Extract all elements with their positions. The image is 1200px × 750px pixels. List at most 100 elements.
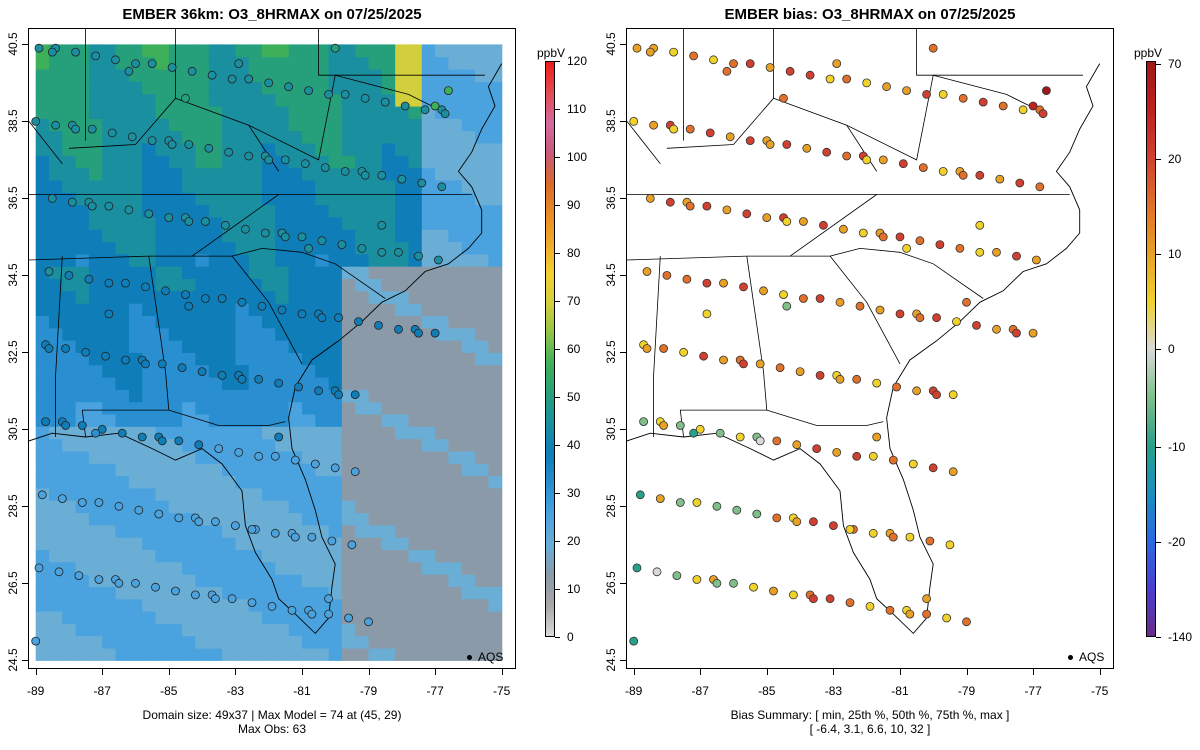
y-tick-mark	[22, 198, 28, 200]
station-point	[420, 105, 430, 115]
grid-cell	[49, 216, 63, 230]
y-tick-mark	[620, 275, 626, 277]
grid-cell	[488, 574, 503, 587]
grid-cell	[475, 389, 489, 403]
station-point	[41, 417, 51, 427]
x-tick-label: -83	[226, 684, 245, 698]
grid-cell	[35, 512, 50, 526]
bias-point	[729, 578, 738, 588]
grid-cell	[235, 130, 250, 144]
grid-cell	[302, 549, 316, 563]
colorbar-tick-label: 50	[567, 390, 581, 404]
colorbar-tick-label: -20	[1168, 534, 1186, 549]
grid-cell	[435, 450, 449, 464]
grid-cell	[208, 635, 223, 649]
grid-cell	[75, 623, 90, 637]
grid-cell	[435, 118, 449, 132]
grid-cell	[102, 69, 117, 82]
colorbar-tick	[1156, 637, 1161, 638]
grid-cell	[195, 303, 210, 316]
grid-cell	[355, 327, 370, 341]
grid-cell	[275, 549, 290, 563]
grid-cell	[368, 253, 383, 267]
grid-cell	[248, 623, 263, 637]
grid-cell	[288, 635, 303, 649]
grid-cell	[75, 179, 90, 193]
grid-cell	[355, 500, 370, 514]
grid-cell	[302, 56, 316, 70]
left-colorbar-unit: ppbV	[537, 46, 566, 60]
grid-cell	[475, 106, 489, 119]
grid-cell	[448, 253, 463, 267]
grid-cell	[355, 598, 370, 612]
grid-cell	[248, 130, 263, 144]
legend-marker-icon	[1068, 654, 1073, 660]
grid-cell	[128, 303, 143, 316]
station-point	[300, 159, 310, 169]
grid-cell	[88, 81, 103, 95]
x-tick-mark	[35, 669, 37, 675]
grid-cell	[288, 118, 303, 132]
grid-cell	[128, 266, 143, 279]
grid-cell	[435, 377, 449, 390]
grid-cell	[88, 401, 103, 415]
grid-cell	[448, 549, 463, 563]
bias-point	[905, 609, 915, 619]
grid-cell	[262, 623, 276, 637]
grid-cell	[155, 56, 170, 70]
grid-cell	[288, 586, 303, 600]
grid-cell	[182, 450, 196, 464]
grid-cell	[341, 561, 356, 575]
grid-cell	[208, 598, 223, 612]
grid-cell	[288, 623, 303, 637]
grid-cell	[222, 623, 236, 637]
grid-cell	[488, 253, 503, 267]
grid-cell	[275, 635, 290, 649]
bias-point	[735, 432, 745, 442]
grid-cell	[302, 574, 316, 587]
grid-cell	[142, 93, 157, 107]
grid-cell	[288, 512, 303, 526]
grid-cell	[448, 204, 463, 218]
grid-cell	[195, 500, 210, 514]
grid-cell	[102, 475, 117, 489]
bias-point	[722, 66, 732, 76]
grid-cell	[488, 93, 503, 107]
grid-cell	[195, 450, 210, 464]
y-tick-mark	[22, 352, 28, 354]
grid-cell	[288, 315, 303, 329]
bias-point	[705, 128, 715, 138]
grid-cell	[355, 56, 370, 70]
bias-point	[712, 501, 722, 511]
grid-cell	[195, 130, 210, 144]
grid-cell	[275, 204, 290, 218]
x-tick-label: -85	[160, 684, 178, 698]
grid-cell	[315, 426, 330, 440]
station-point	[317, 236, 327, 246]
grid-cell	[142, 401, 157, 415]
grid-cell	[475, 426, 489, 440]
grid-cell	[461, 463, 476, 477]
grid-cell	[341, 623, 356, 637]
grid-cell	[115, 598, 130, 612]
grid-cell	[102, 327, 117, 341]
grid-cell	[328, 426, 343, 440]
grid-cell	[395, 438, 410, 452]
x-tick-label: -87	[93, 684, 111, 698]
station-point	[131, 59, 140, 68]
grid-cell	[381, 315, 396, 329]
grid-cell	[222, 426, 236, 440]
grid-cell	[368, 278, 383, 292]
bias-point	[928, 463, 938, 473]
grid-cell	[115, 303, 130, 316]
grid-cell	[435, 586, 449, 600]
grid-cell	[62, 290, 77, 304]
grid-cell	[102, 401, 117, 415]
grid-cell	[222, 352, 236, 366]
right-caption-line1: Bias Summary: [ min, 25th %, 50th %, 75t…	[730, 708, 1010, 722]
grid-cell	[262, 253, 276, 267]
grid-cell	[62, 253, 77, 267]
grid-cell	[355, 549, 370, 563]
station-point	[297, 309, 307, 319]
grid-cell	[235, 278, 250, 292]
